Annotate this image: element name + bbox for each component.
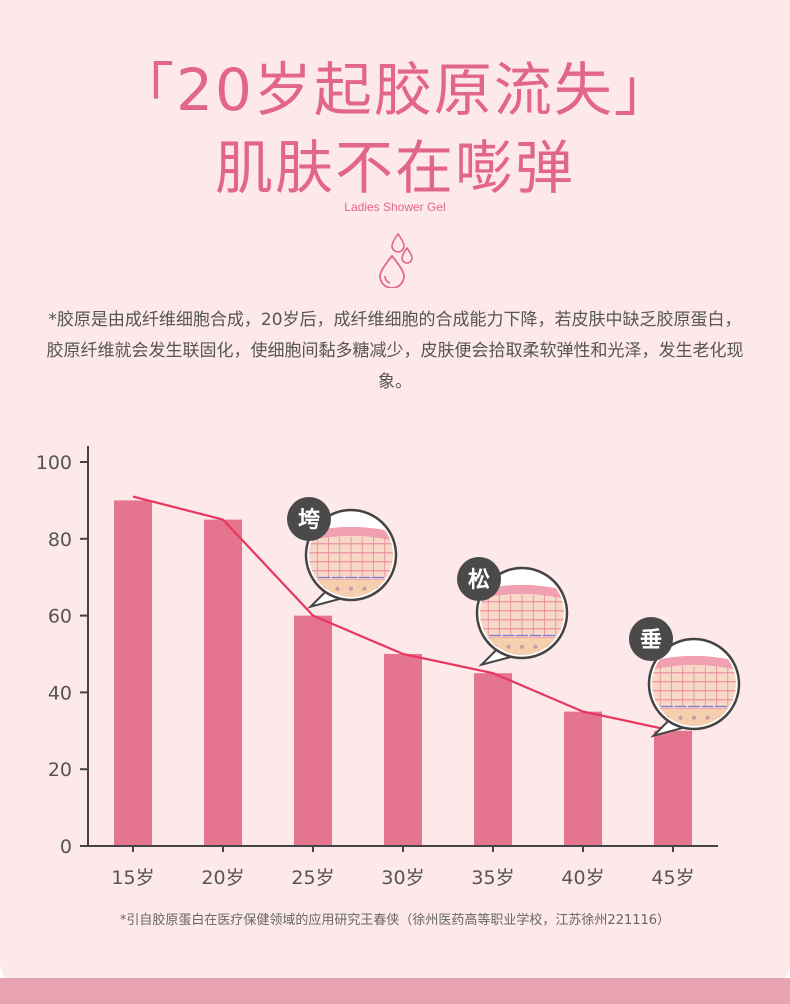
x-tick-label-5: 40岁	[561, 867, 604, 889]
skin-cross-section-icon	[475, 566, 569, 667]
bar-0	[114, 500, 152, 846]
y-tick-label-1: 20	[48, 759, 72, 781]
callout-badge-2	[629, 617, 673, 661]
bar-6	[654, 730, 692, 846]
bar-2	[294, 615, 332, 846]
y-tick-label-4: 80	[48, 529, 72, 551]
skin-cross-section-icon	[647, 637, 741, 738]
x-tick-label-3: 30岁	[381, 867, 424, 889]
y-tick-label-3: 60	[48, 606, 72, 628]
callout-badge-0	[287, 497, 331, 541]
bar-5	[564, 711, 602, 846]
y-tick-label-5: 100	[36, 452, 72, 474]
callout-badge-1	[457, 557, 501, 601]
headline-line-2: 肌肤不在嘭弹	[214, 134, 575, 202]
y-tick-label-2: 40	[48, 682, 72, 704]
collagen-bar-chart: 0 20 40 60 80 100 15岁 20岁 25岁 30岁 35岁 40岁 45岁 垮松垂	[36, 446, 741, 889]
y-tick-label-0: 0	[60, 836, 72, 858]
callout-label-0: 垮	[298, 507, 320, 533]
x-tick-label-0: 15岁	[111, 867, 154, 889]
description-text: *胶原是由成纤维细胞合成，20岁后，成纤维细胞的合成能力下降，若皮肤中缺乏胶原蛋…	[46, 310, 744, 392]
x-tick-label-1: 20岁	[201, 867, 244, 889]
trend-line	[132, 495, 674, 732]
water-drops-icon	[374, 232, 418, 292]
subtitle: Ladies Shower Gel	[344, 200, 446, 214]
base-strip	[0, 978, 790, 1004]
callout-label-1: 松	[468, 568, 490, 593]
footnote: *引自胶原蛋白在医疗保健领域的应用研究王春侠（徐州医药高等职业学校，江苏徐州22…	[119, 913, 671, 928]
headline-line-1: 「20岁起胶原流失」	[116, 56, 674, 124]
x-tick-label-4: 35岁	[471, 867, 514, 889]
bar-4	[474, 673, 512, 846]
x-tick-label-6: 45岁	[651, 867, 694, 889]
bar-1	[204, 519, 242, 846]
callout-label-2: 垂	[640, 628, 662, 653]
skin-cross-section-icon	[304, 508, 398, 609]
bar-3	[384, 654, 422, 846]
x-tick-label-2: 25岁	[291, 867, 334, 889]
